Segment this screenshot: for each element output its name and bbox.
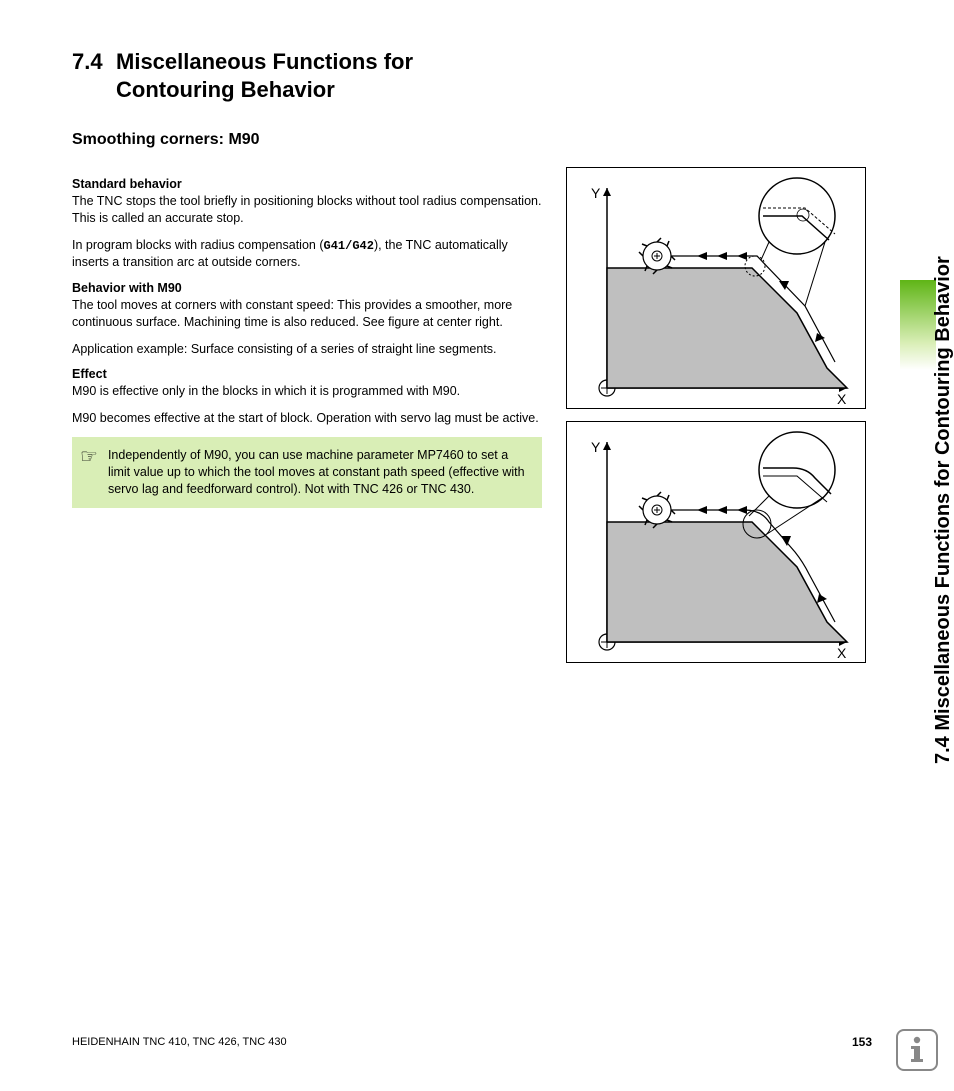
figure-m90-behavior: X Y (566, 421, 866, 663)
section-title-line2: Contouring Behavior (116, 77, 335, 102)
page-number: 153 (852, 1035, 872, 1049)
para-standard-2: In program blocks with radius compensati… (72, 237, 542, 271)
footer-left: HEIDENHAIN TNC 410, TNC 426, TNC 430 (72, 1036, 287, 1048)
axis-x-label: X (837, 391, 847, 407)
para-standard-1: The TNC stops the tool briefly in positi… (72, 193, 542, 227)
section-number: 7.4 (72, 48, 116, 76)
text-column: Standard behavior The TNC stops the tool… (72, 167, 542, 508)
side-tab-text: 7.4 Miscellaneous Functions for Contouri… (932, 34, 954, 764)
subheading: Smoothing corners: M90 (72, 131, 872, 149)
svg-text:X: X (837, 645, 847, 661)
note-text: Independently of M90, you can use machin… (108, 447, 530, 498)
section-title-line1: Miscellaneous Functions for (116, 49, 413, 74)
hand-point-icon: ☞ (80, 447, 98, 467)
heading-standard: Standard behavior (72, 177, 542, 191)
page-footer: HEIDENHAIN TNC 410, TNC 426, TNC 430 153 (72, 1035, 872, 1049)
note-box: ☞ Independently of M90, you can use mach… (72, 437, 542, 508)
para-behavior-2: Application example: Surface consisting … (72, 341, 542, 358)
side-gradient (900, 280, 936, 370)
figure-column: X Y (566, 167, 866, 675)
para-effect-1: M90 is effective only in the blocks in w… (72, 383, 542, 400)
figure-standard-behavior: X Y (566, 167, 866, 409)
para-behavior-1: The tool moves at corners with constant … (72, 297, 542, 331)
heading-behavior: Behavior with M90 (72, 281, 542, 295)
para-effect-2: M90 becomes effective at the start of bl… (72, 410, 542, 427)
axis-y-label: Y (591, 185, 601, 201)
info-icon (896, 1029, 938, 1071)
heading-effect: Effect (72, 367, 542, 381)
section-title: 7.4Miscellaneous Functions for Contourin… (72, 48, 872, 103)
side-tab: 7.4 Miscellaneous Functions for Contouri… (900, 34, 936, 764)
code-g41g42: G41/G42 (324, 239, 374, 253)
svg-text:Y: Y (591, 439, 601, 455)
